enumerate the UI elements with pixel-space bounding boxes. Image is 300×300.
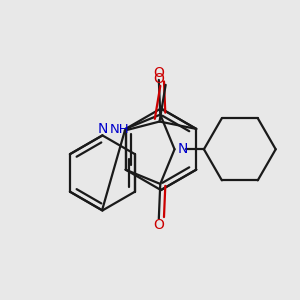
Text: O: O [153, 218, 164, 232]
Text: N: N [97, 122, 108, 136]
Text: O: O [154, 72, 164, 86]
Text: N: N [177, 142, 188, 156]
Text: O: O [153, 66, 164, 80]
Text: NH: NH [110, 123, 130, 136]
